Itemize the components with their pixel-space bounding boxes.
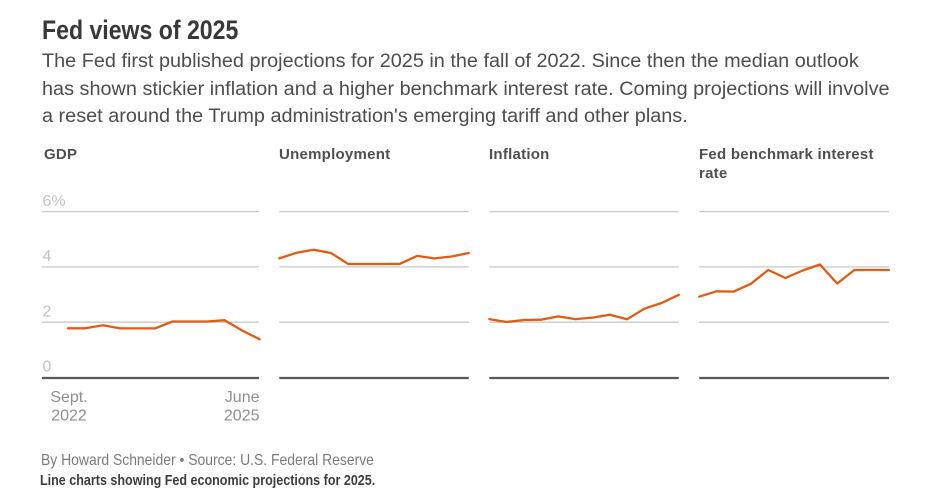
svg-text:June: June xyxy=(225,389,260,406)
svg-text:0: 0 xyxy=(43,359,52,376)
svg-text:6%: 6% xyxy=(43,193,66,210)
svg-text:Sept.: Sept. xyxy=(50,389,87,406)
svg-text:2: 2 xyxy=(43,303,52,320)
svg-text:2022: 2022 xyxy=(51,408,87,425)
svg-text:4: 4 xyxy=(43,248,52,265)
svg-text:2025: 2025 xyxy=(224,408,260,425)
